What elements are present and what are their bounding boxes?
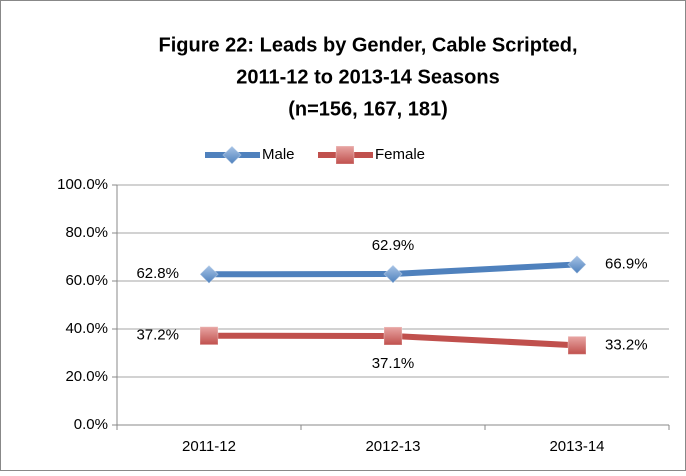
marker (335, 145, 355, 165)
data-label: 37.2% (136, 327, 179, 344)
marker (383, 264, 403, 284)
legend-label: Female (375, 146, 425, 163)
y-tick-label: 0.0% (74, 416, 108, 433)
y-tick-label: 20.0% (65, 368, 108, 385)
y-tick-label: 40.0% (65, 320, 108, 337)
marker (199, 264, 219, 284)
chart-title: Figure 22: Leads by Gender, Cable Script… (158, 34, 577, 56)
x-tick-label: 2013-14 (549, 438, 604, 455)
marker (383, 326, 403, 346)
marker (567, 335, 587, 355)
x-tick-label: 2012-13 (365, 438, 420, 455)
data-label: 62.8% (136, 265, 179, 282)
y-tick-label: 100.0% (57, 176, 108, 193)
data-label: 62.9% (372, 237, 415, 254)
legend-label: Male (262, 146, 295, 163)
marker (199, 326, 219, 346)
y-tick-label: 60.0% (65, 272, 108, 289)
marker (222, 145, 242, 165)
data-label: 33.2% (605, 336, 648, 353)
data-label: 66.9% (605, 255, 648, 272)
data-label: 37.1% (372, 355, 415, 372)
x-tick-label: 2011-12 (182, 438, 236, 455)
chart-title: (n=156, 167, 181) (288, 98, 448, 120)
y-tick-label: 80.0% (65, 224, 108, 241)
chart-title: 2011-12 to 2013-14 Seasons (236, 66, 500, 88)
marker (567, 254, 587, 275)
